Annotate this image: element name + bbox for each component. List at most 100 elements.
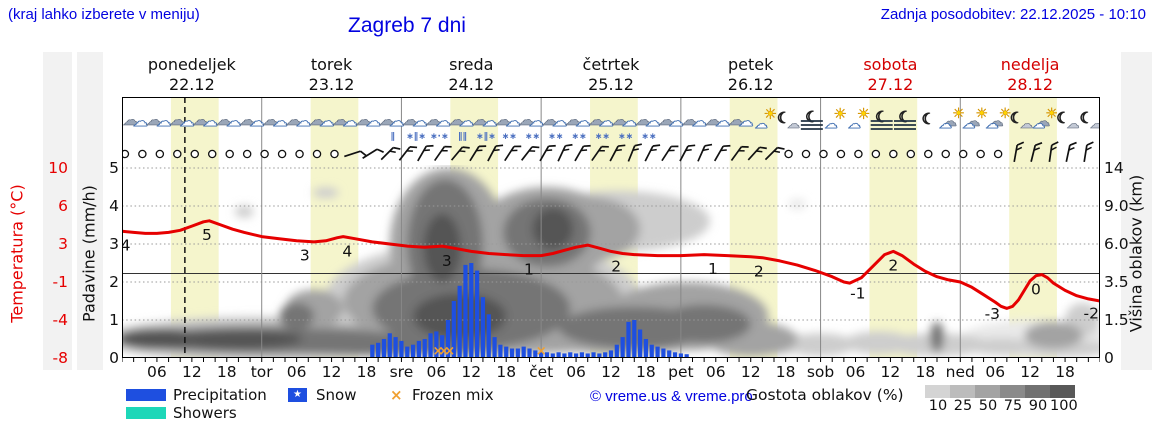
weather-icon-c: ☁☁ — [658, 110, 684, 131]
precip-tick-label: 4 — [109, 197, 119, 215]
time-tick-label: 18 — [356, 363, 377, 381]
wind-calm-icon — [801, 149, 811, 159]
time-tick-label: ned — [945, 363, 975, 381]
weather-icon-c: ☁☁ — [192, 110, 218, 131]
svg-text:☁: ☁ — [669, 112, 684, 130]
svg-text:☁: ☁ — [180, 112, 195, 130]
svg-text:☀: ☀ — [952, 106, 965, 122]
weather-icon-mf: ☾ — [870, 108, 893, 130]
day-header: četrtek 25.12 — [541, 55, 681, 95]
copyright-link[interactable]: © vreme.us & vreme.pro — [590, 388, 753, 405]
wind-barb-icon — [344, 150, 367, 158]
weather-icon-c: ☁☁ — [704, 110, 730, 131]
wind-barb-icon — [380, 146, 401, 161]
wind-calm-icon — [277, 149, 287, 159]
svg-text:☁: ☁ — [379, 110, 395, 129]
wind-barb-icon — [1065, 141, 1077, 163]
svg-text:☁: ☁ — [542, 110, 558, 129]
svg-text:☁: ☁ — [1020, 117, 1033, 132]
svg-text:☀: ☀ — [857, 105, 870, 123]
gradient-segment — [1000, 385, 1025, 398]
gradient-segment — [925, 385, 950, 398]
weather-icon-sc: ☀☁ — [847, 105, 870, 133]
wind-barb-icon — [520, 146, 540, 161]
wind-barb-icon — [627, 143, 642, 162]
day-name: četrtek — [582, 55, 640, 74]
svg-text:☁: ☁ — [133, 112, 148, 130]
gradient-stop-label: 75 — [1003, 398, 1023, 414]
svg-text:☁: ☁ — [309, 110, 325, 129]
day-date: 26.12 — [727, 75, 774, 94]
wind-calm-icon — [836, 149, 846, 159]
wind-calm-icon — [190, 149, 200, 159]
svg-text:☁: ☁ — [965, 112, 980, 130]
svg-text:☁: ☁ — [482, 112, 497, 130]
svg-text:☁: ☁ — [495, 110, 511, 129]
weather-icon-sn: ☁☁ ∗∗ — [565, 110, 591, 142]
wind-calm-icon — [330, 149, 339, 159]
wind-barb-icon — [697, 143, 713, 162]
wind-barb-icon — [764, 146, 785, 161]
wind-calm-icon — [924, 149, 933, 159]
svg-text:2: 2 — [888, 256, 898, 274]
svg-text:∥∥: ∥∥ — [458, 132, 467, 142]
weather-icon-c: ☁☁ — [332, 110, 358, 131]
svg-text:☾: ☾ — [1056, 109, 1069, 127]
svg-text:☁: ☁ — [529, 112, 544, 130]
gradient-segment — [1025, 385, 1050, 398]
weather-icon-mc: ☾☁ — [1009, 109, 1033, 133]
svg-text:☁: ☁ — [239, 110, 255, 129]
svg-text:☁: ☁ — [1032, 117, 1045, 132]
svg-text:☁: ☁ — [986, 117, 999, 132]
wind-barb-icon — [557, 143, 573, 162]
svg-text:☁: ☁ — [506, 112, 521, 130]
svg-text:☁: ☁ — [738, 112, 753, 130]
weather-icon-sn: ☁☁ ∗∗ — [495, 110, 521, 142]
svg-text:☁: ☁ — [389, 112, 404, 130]
svg-text:☁: ☁ — [203, 112, 218, 130]
svg-text:∗∗: ∗∗ — [571, 132, 586, 142]
svg-text:☁: ☁ — [156, 112, 171, 130]
weather-icon-mc: ☾☁ — [1079, 109, 1100, 133]
snow-swatch: ★ — [288, 388, 307, 402]
weather-icon-sn: ☁☁ ∗∗ — [518, 110, 544, 142]
wind-barb-icon — [747, 146, 767, 161]
weather-icon-mc: ☾☁ — [776, 109, 800, 133]
weather-icon-c: ☁☁ — [239, 110, 265, 131]
frozen-mix-legend-label: Frozen mix — [412, 386, 494, 404]
time-tick-label: pet — [668, 363, 694, 381]
wind-barb-icon — [417, 144, 434, 162]
svg-text:☁: ☁ — [939, 117, 952, 132]
svg-text:☀: ☀ — [764, 105, 777, 123]
gradient-stop-label: 10 — [928, 398, 948, 414]
weather-icon-cs: ☀☁☁ — [962, 106, 988, 133]
svg-text:☁: ☁ — [123, 110, 139, 129]
svg-text:☁: ☁ — [169, 110, 185, 129]
day-name: sreda — [449, 55, 494, 74]
svg-text:2: 2 — [611, 257, 621, 275]
svg-text:☀: ☀ — [1045, 106, 1058, 122]
svg-text:☁: ☁ — [273, 112, 288, 130]
precip-tick-label: 0 — [109, 349, 119, 367]
weather-icon-c: ☁☁ — [122, 110, 148, 131]
svg-text:☁: ☁ — [942, 112, 957, 130]
wind-barb-icon — [469, 145, 487, 162]
svg-text:☁: ☁ — [848, 117, 861, 132]
svg-text:☁: ☁ — [192, 110, 208, 129]
time-tick-label: 18 — [775, 363, 796, 381]
wind-calm-icon — [312, 149, 322, 159]
wind-calm-icon — [993, 149, 1003, 159]
svg-text:∗∗: ∗∗ — [618, 132, 633, 142]
weather-icon-c: ☁☁ — [681, 110, 707, 131]
svg-text:☁: ☁ — [249, 112, 264, 130]
time-tick-label: 06 — [147, 363, 167, 381]
temp-tick-label: 3 — [58, 235, 68, 253]
cloud-density-gradient — [925, 385, 1075, 398]
svg-text:☾: ☾ — [1010, 109, 1023, 127]
wind-barb-icon — [487, 144, 504, 162]
svg-text:☁: ☁ — [1066, 117, 1079, 132]
frozen-mix-icon: × — [390, 386, 403, 404]
svg-text:0: 0 — [1031, 281, 1041, 299]
svg-text:☁: ☁ — [216, 110, 232, 129]
day-date: 27.12 — [867, 75, 914, 94]
